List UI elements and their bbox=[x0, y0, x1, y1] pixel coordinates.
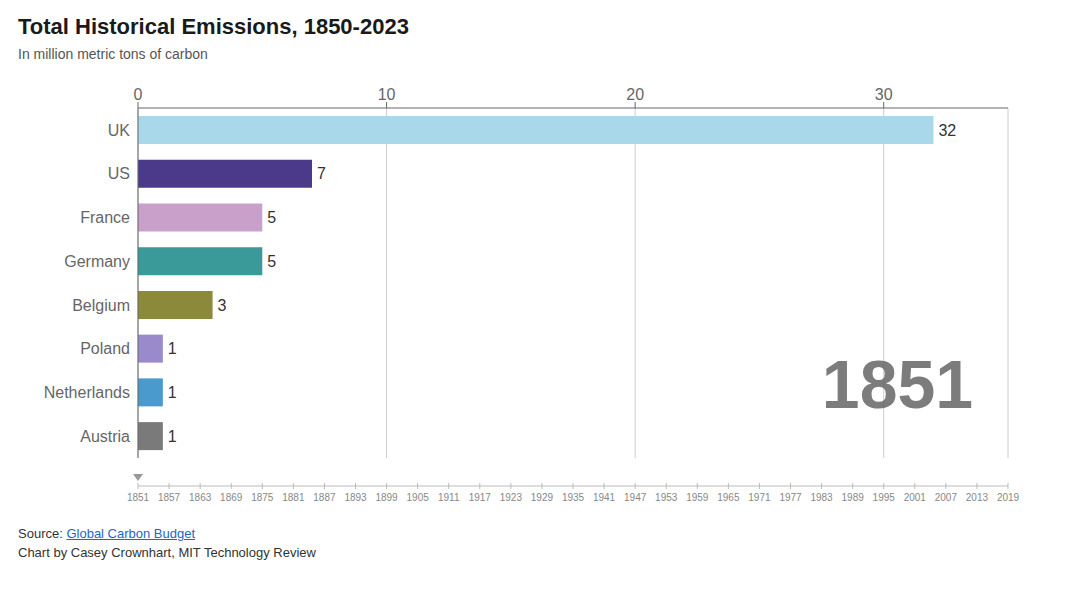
svg-text:20: 20 bbox=[626, 86, 644, 103]
html-text:1965: 1965 bbox=[717, 492, 740, 503]
svg-text:5: 5 bbox=[267, 253, 276, 270]
svg-text:US: US bbox=[108, 165, 130, 182]
svg-text:Austria: Austria bbox=[80, 428, 130, 445]
html-text:Total Historical Emissions, 18: Total Historical Emissions, 1850-2023 bbox=[18, 14, 409, 39]
html-text:1941: 1941 bbox=[592, 492, 616, 503]
html-text:1995: 1995 bbox=[872, 492, 895, 503]
svg-text:10: 10 bbox=[378, 86, 396, 103]
svg-text:1: 1 bbox=[168, 340, 177, 357]
html-text:2019: 2019 bbox=[996, 492, 1020, 503]
svg-text:3: 3 bbox=[218, 297, 227, 314]
html-text:In million metric tons of carb: In million metric tons of carbon bbox=[18, 46, 208, 62]
html-text:1923: 1923 bbox=[499, 492, 522, 503]
html-text:1899: 1899 bbox=[375, 492, 398, 503]
html-text:1905: 1905 bbox=[406, 492, 429, 503]
svg-text:1: 1 bbox=[168, 384, 177, 401]
svg-text:Belgium: Belgium bbox=[72, 297, 130, 314]
html-text:1851: 1851 bbox=[821, 345, 974, 422]
svg-text:5: 5 bbox=[267, 209, 276, 226]
html-text:Source: Global Carbon Budget: Source: Global Carbon Budget bbox=[18, 526, 196, 541]
html-text:Chart by Casey Crownhart, MIT: Chart by Casey Crownhart, MIT Technology… bbox=[18, 545, 316, 560]
html-text:1947: 1947 bbox=[624, 492, 647, 503]
html-text:1857: 1857 bbox=[157, 492, 181, 503]
svg-text:1: 1 bbox=[168, 428, 177, 445]
html-text:1881: 1881 bbox=[282, 492, 305, 503]
html-text:1953: 1953 bbox=[655, 492, 678, 503]
html-text:1917: 1917 bbox=[468, 492, 491, 503]
html-text:1851: 1851 bbox=[126, 492, 150, 503]
html-text:1971: 1971 bbox=[748, 492, 771, 503]
html-text:1887: 1887 bbox=[313, 492, 336, 503]
svg-text:32: 32 bbox=[938, 122, 956, 139]
svg-text:Poland: Poland bbox=[80, 340, 130, 357]
html-text:1983: 1983 bbox=[810, 492, 833, 503]
html-text:1977: 1977 bbox=[779, 492, 802, 503]
html-text:1863: 1863 bbox=[189, 492, 212, 503]
html-text:1893: 1893 bbox=[344, 492, 367, 503]
html-text:1875: 1875 bbox=[251, 492, 274, 503]
html-text:2007: 2007 bbox=[934, 492, 957, 503]
svg-text:30: 30 bbox=[875, 86, 893, 103]
html-text:1869: 1869 bbox=[220, 492, 243, 503]
svg-text:0: 0 bbox=[134, 86, 143, 103]
svg-text:Netherlands: Netherlands bbox=[44, 384, 130, 401]
html-text:1959: 1959 bbox=[686, 492, 709, 503]
html-text:2013: 2013 bbox=[965, 492, 988, 503]
html-text:1911: 1911 bbox=[437, 492, 460, 503]
html-text:1929: 1929 bbox=[530, 492, 553, 503]
html-text:2001: 2001 bbox=[903, 492, 926, 503]
html-text:1935: 1935 bbox=[561, 492, 585, 503]
svg-text:France: France bbox=[80, 209, 130, 226]
svg-text:UK: UK bbox=[108, 122, 131, 139]
svg-text:7: 7 bbox=[317, 165, 326, 182]
html-text:1989: 1989 bbox=[841, 492, 864, 503]
svg-text:Germany: Germany bbox=[64, 253, 130, 270]
